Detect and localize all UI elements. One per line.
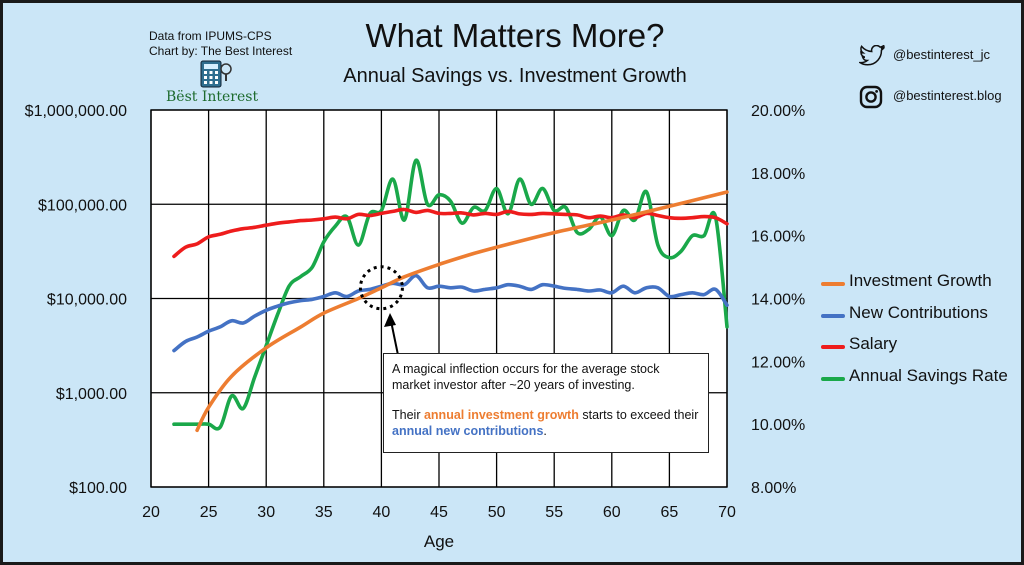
data-source-text: Data from IPUMS-CPS xyxy=(149,29,272,43)
y-left-tick-label: $10,000.00 xyxy=(47,292,127,309)
legend-swatch xyxy=(821,282,845,286)
annotation-line-2: Their annual investment growth starts to… xyxy=(392,407,700,439)
x-tick-label: 65 xyxy=(661,504,679,521)
legend-swatch xyxy=(821,376,845,381)
y-left-tick-label: $100,000.00 xyxy=(38,197,127,214)
annotation-box: A magical inflection occurs for the aver… xyxy=(383,353,709,453)
legend-swatch xyxy=(821,313,845,318)
annotation-highlight-investment: annual investment growth xyxy=(423,408,579,422)
instagram-icon xyxy=(859,85,883,109)
annotation-text: starts to exceed their xyxy=(582,408,699,422)
x-tick-label: 70 xyxy=(718,504,736,521)
x-tick-label: 20 xyxy=(142,504,160,521)
instagram-handle: @bestinterest.blog xyxy=(893,88,1002,103)
x-tick-label: 35 xyxy=(315,504,333,521)
y-right-tick-label: 14.00% xyxy=(751,292,805,309)
y-right-tick-label: 8.00% xyxy=(751,480,796,497)
annotation-text: Their xyxy=(392,408,421,422)
y-right-tick-label: 10.00% xyxy=(751,417,805,434)
annotation-arrow xyxy=(390,320,399,356)
chart-title: What Matters More? xyxy=(365,17,665,54)
twitter-handle: @bestinterest_jc xyxy=(893,47,991,62)
y-right-tick-label: 16.00% xyxy=(751,229,805,246)
y-left-tick-label: $1,000,000.00 xyxy=(25,103,127,120)
y-right-tick-label: 20.00% xyxy=(751,103,805,120)
series-line-new-contributions xyxy=(172,273,729,353)
legend-swatch xyxy=(821,345,845,349)
legend-label: Salary xyxy=(849,334,898,353)
x-axis-label: Age xyxy=(424,532,454,551)
legend-label: Annual Savings Rate xyxy=(849,365,1008,385)
annotation-text: . xyxy=(543,424,547,438)
y-left-tick-label: $100.00 xyxy=(69,480,127,497)
annotation-arrowhead xyxy=(384,313,396,327)
plot-border xyxy=(150,109,728,488)
legend-label: New Contributions xyxy=(849,302,988,322)
x-tick-label: 55 xyxy=(545,504,563,521)
brand-name: Bëst Interest xyxy=(166,89,259,105)
x-tick-label: 25 xyxy=(200,504,218,521)
chart-subtitle: Annual Savings vs. Investment Growth xyxy=(343,65,687,87)
twitter-icon xyxy=(859,45,885,66)
y-right-tick-label: 12.00% xyxy=(751,354,805,371)
y-right-tick-label: 18.00% xyxy=(751,166,805,183)
inflection-marker xyxy=(358,265,404,311)
legend-label: Investment Growth xyxy=(849,271,992,290)
series-line-investment-growth xyxy=(195,190,729,433)
y-left-tick-label: $1,000.00 xyxy=(56,386,127,403)
chart-credit-text: Chart by: The Best Interest xyxy=(149,44,293,58)
annotation-line-1: A magical inflection occurs for the aver… xyxy=(392,362,660,392)
calculator-logo-icon xyxy=(200,60,232,88)
x-tick-label: 30 xyxy=(257,504,275,521)
annotation-highlight-contributions: annual new contributions xyxy=(392,424,544,438)
x-tick-label: 50 xyxy=(488,504,506,521)
x-tick-label: 40 xyxy=(373,504,391,521)
x-tick-label: 45 xyxy=(430,504,448,521)
x-tick-label: 60 xyxy=(603,504,621,521)
series-line-salary xyxy=(172,207,729,259)
